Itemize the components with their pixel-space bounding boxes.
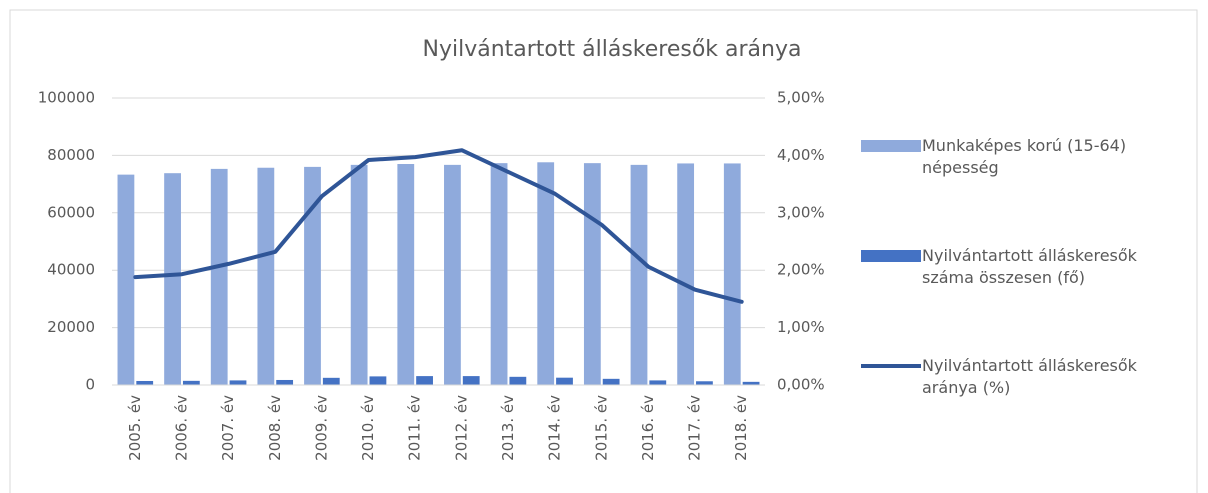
x-tick-label: 2007. év — [219, 395, 237, 461]
bar — [444, 164, 461, 385]
bar — [229, 380, 247, 385]
chart-border — [9, 9, 1198, 493]
bar — [696, 381, 713, 385]
bar — [723, 163, 741, 385]
x-tick-label: 2015. év — [592, 395, 610, 461]
bar — [742, 381, 760, 385]
chart-title: Nyilvántartott álláskeresők aránya — [423, 37, 802, 62]
y2-tick-label: 5,00% — [777, 89, 825, 107]
bar — [210, 168, 228, 385]
x-tick-label: 2017. év — [686, 395, 704, 461]
bar — [649, 380, 667, 385]
x-tick-label: 2014. év — [546, 395, 564, 461]
y-tick-label: 100000 — [38, 89, 95, 107]
bar — [350, 164, 368, 385]
bar — [182, 380, 200, 385]
y-tick-label: 60000 — [47, 203, 95, 221]
legend-label: Nyilvántartott álláskeresők száma összes… — [922, 246, 1137, 287]
legend-label: Nyilvántartott álláskeresők aránya (%) — [922, 356, 1137, 397]
x-tick-label: 2013. év — [499, 395, 517, 461]
bar — [556, 377, 573, 385]
bar — [257, 167, 275, 385]
legend-label: Munkaképes korú (15-64) népesség — [922, 136, 1127, 177]
line — [133, 148, 744, 304]
x-tick-label: 2005. év — [126, 395, 144, 461]
x-tick-label: 2012. év — [452, 395, 470, 461]
bar — [537, 162, 555, 385]
bar — [164, 173, 181, 385]
bar — [602, 378, 620, 385]
bar — [490, 163, 508, 385]
bar — [509, 376, 527, 385]
x-tick-label: 2009. év — [312, 395, 330, 461]
y2-tick-label: 4,00% — [777, 146, 825, 164]
legend-swatch — [861, 140, 921, 152]
y-tick-label: 80000 — [47, 146, 95, 164]
bar — [583, 163, 601, 385]
legend-swatch — [861, 250, 921, 262]
x-tick-label: 2011. év — [406, 395, 424, 461]
y-tick-label: 40000 — [47, 261, 95, 279]
bar — [276, 379, 294, 385]
x-tick-label: 2006. év — [172, 395, 190, 461]
bar — [630, 164, 648, 385]
bar — [117, 174, 135, 385]
y2-tick-label: 1,00% — [777, 318, 825, 336]
y2-tick-label: 3,00% — [777, 203, 825, 221]
bar — [397, 164, 415, 385]
bar — [462, 376, 480, 385]
bar — [677, 163, 695, 385]
bar — [369, 376, 387, 385]
y2-tick-label: 0,00% — [777, 376, 825, 394]
x-tick-label: 2018. év — [732, 395, 750, 461]
x-tick-label: 2010. év — [359, 395, 377, 461]
y-tick-label: 0 — [85, 376, 95, 394]
bar — [304, 166, 321, 385]
bar — [416, 376, 433, 385]
y-tick-label: 20000 — [47, 318, 95, 336]
y2-tick-label: 2,00% — [777, 261, 825, 279]
x-tick-label: 2016. év — [639, 395, 657, 461]
bar — [322, 377, 340, 385]
bar — [136, 380, 154, 385]
x-tick-label: 2008. év — [266, 395, 284, 461]
